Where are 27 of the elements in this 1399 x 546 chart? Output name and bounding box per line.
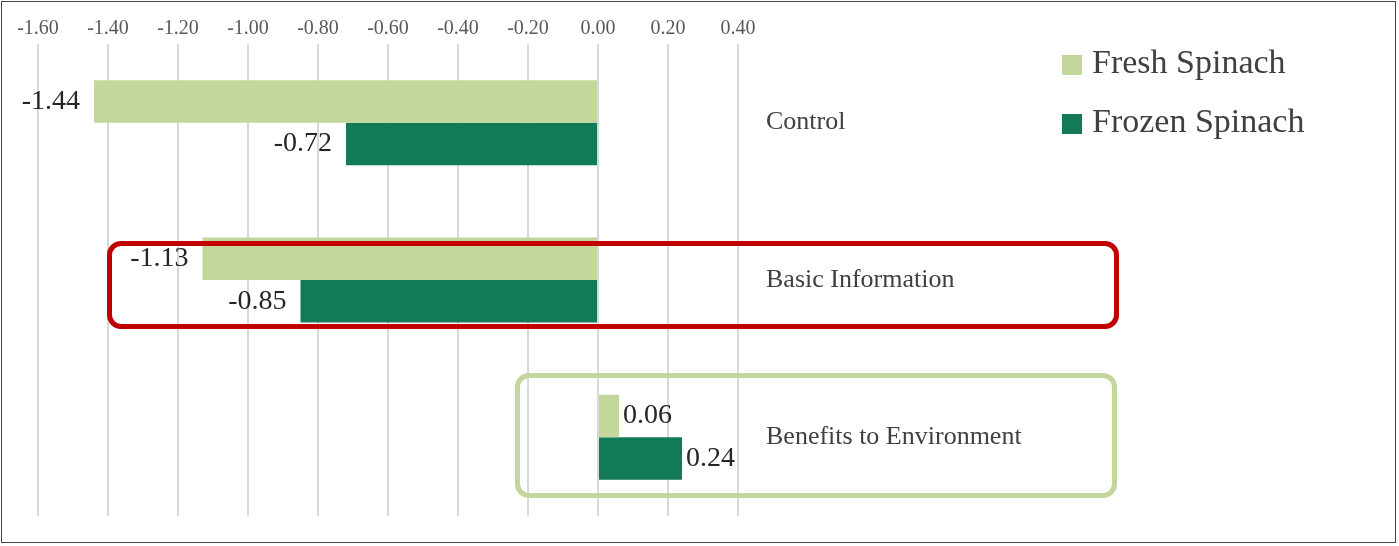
bar bbox=[599, 394, 619, 438]
x-tick-label: -1.00 bbox=[227, 16, 269, 39]
bar bbox=[346, 122, 597, 166]
x-tick-label: 0.20 bbox=[650, 16, 686, 39]
x-tick-label: -0.40 bbox=[437, 16, 479, 39]
data-label: -1.13 bbox=[130, 241, 189, 273]
x-tick-label: -0.80 bbox=[297, 16, 339, 39]
y-tick-label: Benefits to Environment bbox=[766, 421, 1023, 451]
x-tick-label: -1.40 bbox=[87, 16, 129, 39]
x-tick-label: -0.60 bbox=[367, 16, 409, 39]
data-label: 0.06 bbox=[623, 398, 672, 430]
x-tick-label: 0.40 bbox=[720, 16, 756, 39]
x-tick-label: -1.20 bbox=[157, 16, 199, 39]
data-label: -0.85 bbox=[228, 283, 287, 315]
bar bbox=[599, 437, 682, 480]
x-tick-label: -0.20 bbox=[507, 16, 549, 39]
y-tick-label: Control bbox=[766, 106, 846, 136]
y-tick-label: Basic Information bbox=[766, 263, 955, 293]
data-label: -1.44 bbox=[21, 83, 80, 115]
data-label: 0.24 bbox=[686, 440, 735, 472]
legend-label: Fresh Spinach bbox=[1092, 42, 1286, 80]
x-tick-label: 0.00 bbox=[580, 16, 616, 39]
data-label: -0.72 bbox=[273, 126, 332, 158]
bar bbox=[300, 280, 597, 323]
bar bbox=[94, 80, 597, 123]
x-tick-label: -1.60 bbox=[17, 16, 59, 39]
legend-label: Frozen Spinach bbox=[1092, 101, 1305, 139]
